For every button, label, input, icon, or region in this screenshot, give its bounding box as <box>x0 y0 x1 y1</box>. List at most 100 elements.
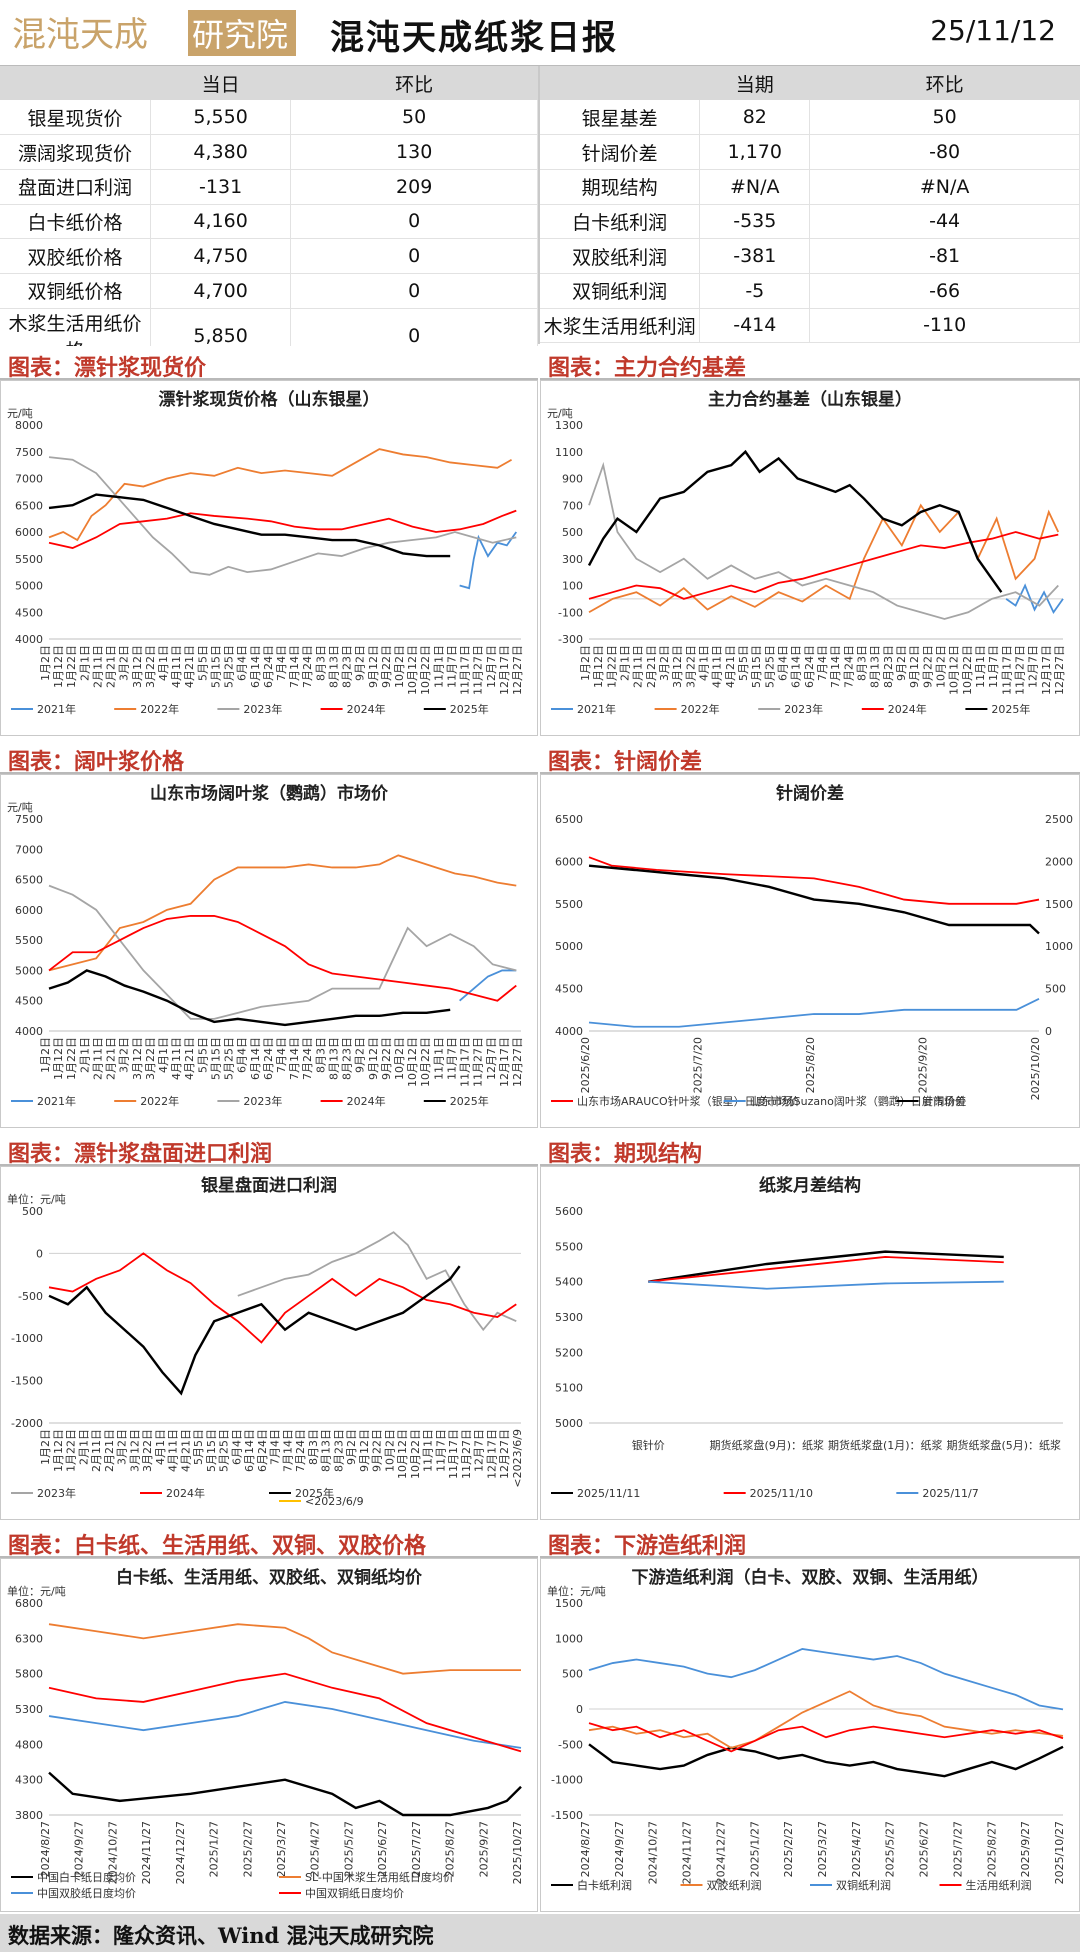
x-tick-label: 6月24日 <box>803 645 816 688</box>
y-tick-label: -2000 <box>11 1417 43 1430</box>
y-tick-label: 1300 <box>555 419 583 432</box>
y-tick-label: 6000 <box>555 855 583 868</box>
x-tick-label: 3月12日 <box>131 1037 144 1080</box>
row-label: 期现结构 <box>540 169 701 205</box>
table-header-cell <box>0 66 151 100</box>
chart-title: 银星盘面进口利润 <box>201 1175 337 1196</box>
x-tick-label: 2024/9/27 <box>613 1821 626 1877</box>
x-tick-label: 8月3日 <box>314 645 327 681</box>
x-tick-label: 2025/6/27 <box>918 1821 931 1877</box>
row-value: 4,700 <box>150 273 292 309</box>
x-tick-label: 1月22日 <box>65 645 78 688</box>
x-tick-label: 9月12日 <box>908 645 921 688</box>
x-tick-label: 5月25日 <box>223 1037 236 1080</box>
y-tick-label: 5000 <box>15 964 43 977</box>
chart-panel-term-structure: 纸浆月差结构 5000 5100 5200 5300 5400 5500 5600 银针价 期货纸… <box>540 1166 1080 1520</box>
x-tick-label: 5月5日 <box>192 1429 205 1465</box>
series-line-2 <box>48 1265 461 1396</box>
x-tick-label: 3月22日 <box>144 645 157 688</box>
x-tick-label: 11月27日 <box>460 1429 473 1479</box>
series-line-0 <box>48 1771 522 1817</box>
x-tick-label: 11月1日 <box>432 645 445 688</box>
price-table: 当日 环比 银星现货价 5,550 50 漂阔浆现货价 4,380 130 盘面进口利润 -131… <box>0 66 538 364</box>
legend-label: 2024年 <box>347 1094 386 1108</box>
x-tick-label: 6月4日 <box>236 1037 249 1073</box>
series-line-2 <box>48 456 517 576</box>
series-line-1 <box>48 854 517 972</box>
x-tick-label: 7月4日 <box>275 645 288 681</box>
x-tick-label: 12月27日 <box>498 1429 511 1479</box>
legend-label: 2022年 <box>140 1094 179 1108</box>
x-tick-label: 2025/2/27 <box>782 1821 795 1877</box>
y-tick-label: 1000 <box>555 1632 583 1645</box>
x-tick-label: 1月12日 <box>592 645 605 688</box>
x-tick-label: 10月12日 <box>396 1429 409 1479</box>
table-row: 银星基差 82 50 <box>540 100 1080 136</box>
x-tick-label: 8月13日 <box>327 645 340 688</box>
x-tick-label: 8月3日 <box>307 1429 320 1465</box>
legend-label: 2023年 <box>37 1486 76 1500</box>
y-tick-label: 6500 <box>15 874 43 887</box>
x-tick-label: 2025/10/27 <box>511 1821 524 1884</box>
row-value: 209 <box>290 169 538 205</box>
chart-title: 白卡纸、生活用纸、双胶纸、双铜纸均价 <box>116 1567 423 1588</box>
row-value: 4,380 <box>150 134 292 170</box>
legend-label: 山东市场Suzano阔叶浆（鹦鹉）日度市场价 <box>750 1094 966 1108</box>
legend-label: 2025/11/10 <box>750 1487 813 1500</box>
series-line-0 <box>648 1250 1004 1283</box>
x-tick-label: 2025/9/27 <box>1019 1821 1032 1877</box>
x-tick-label: 11月27日 <box>1014 645 1027 695</box>
x-tick-label: 银针价 <box>632 1438 665 1452</box>
x-tick-label: 3月22日 <box>144 1037 157 1080</box>
series-line-2 <box>588 864 1040 935</box>
x-tick-label: 10月2日 <box>393 1037 406 1080</box>
row-label: 木浆生活用纸利润 <box>540 308 701 344</box>
x-tick-label: 11月7日 <box>434 1429 447 1472</box>
row-label: 银星现货价 <box>0 100 151 136</box>
x-tick-label: 2月11日 <box>632 645 645 688</box>
legend-label: 针阔价差 <box>922 1094 966 1108</box>
section-title-import-profit: 图表：漂针浆盘面进口利润 <box>0 1132 538 1167</box>
row-label: 双胶纸利润 <box>540 238 701 274</box>
chart-title: 山东市场阔叶浆（鹦鹉）市场价 <box>150 783 389 804</box>
x-tick-label: 12月7日 <box>473 1429 486 1472</box>
x-tick-label: 4月11日 <box>167 1429 180 1472</box>
x-tick-label: 6月24日 <box>256 1429 269 1472</box>
row-value: 5,550 <box>150 100 292 136</box>
section-title-spread: 图表：针阔价差 <box>540 740 1080 775</box>
x-tick-label: 1月2日 <box>39 1429 52 1465</box>
x-tick-label: 10月22日 <box>419 645 432 695</box>
svg-text:研究院: 研究院 <box>192 16 288 54</box>
y-tick-label: 7000 <box>15 843 43 856</box>
series-line-0 <box>588 1743 1064 1778</box>
x-tick-label: 7月4日 <box>816 645 829 681</box>
series-line-3 <box>48 915 517 1002</box>
row-value: 0 <box>290 273 538 309</box>
x-tick-label: 10月2日 <box>383 1429 396 1472</box>
x-tick-label: 6月4日 <box>230 1429 243 1465</box>
x-tick-label: 10月2日 <box>935 645 948 688</box>
x-tick-label: 12月27日 <box>1053 645 1066 695</box>
y-tick-label: 8000 <box>15 419 43 432</box>
table-header-cell: 当日 <box>150 66 291 100</box>
x-tick-label: 12月7日 <box>1027 645 1040 688</box>
x-tick-label: 3月2日 <box>116 1429 129 1465</box>
legend-label: 2021年 <box>37 702 76 716</box>
row-label: 盘面进口利润 <box>0 169 151 205</box>
x-tick-label: 7月24日 <box>842 645 855 688</box>
x-tick-label: 11月7日 <box>445 1037 458 1080</box>
x-tick-label: <2023/6/9 <box>511 1429 524 1488</box>
table-row: 双胶纸利润 -381 -81 <box>540 238 1080 274</box>
x-tick-label: 6月24日 <box>262 645 275 688</box>
x-tick-label: 2月1日 <box>619 645 632 681</box>
series-line-1 <box>48 1252 517 1344</box>
axis-unit: 单位：元/吨 <box>547 1584 606 1598</box>
table-row: 期现结构 #N/A #N/A <box>540 169 1080 205</box>
x-tick-label: 3月2日 <box>118 1037 131 1073</box>
legend-label: 2025/11/7 <box>922 1487 978 1500</box>
row-label: 漂阔浆现货价 <box>0 134 151 170</box>
x-tick-label: 2024/10/27 <box>106 1821 119 1884</box>
y-tick-label: 4000 <box>15 633 43 646</box>
x-tick-label: 2月1日 <box>78 1037 91 1073</box>
